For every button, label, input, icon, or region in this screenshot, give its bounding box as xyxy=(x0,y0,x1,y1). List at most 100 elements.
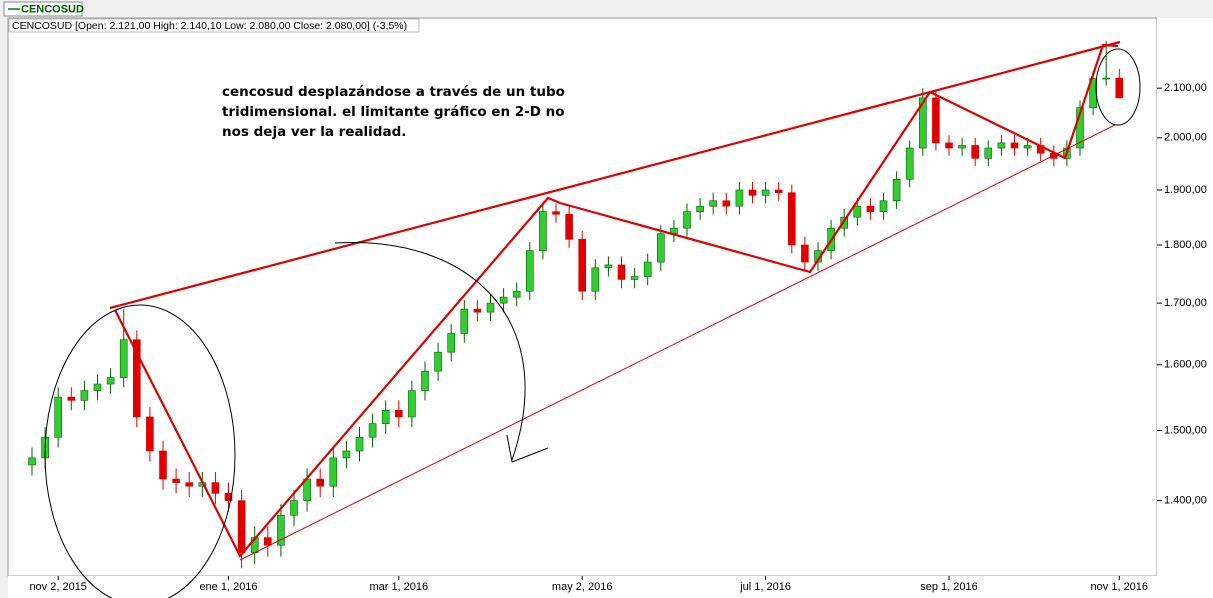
candle-body xyxy=(801,244,809,263)
candle-body xyxy=(381,409,390,424)
ellipse xyxy=(1095,48,1141,126)
candle-body xyxy=(761,189,770,196)
candle-body xyxy=(997,142,1006,149)
arc xyxy=(334,241,526,461)
candle-body xyxy=(237,500,246,554)
info-box xyxy=(8,18,420,33)
legend-box xyxy=(3,1,83,17)
candle-body xyxy=(735,189,744,207)
candle-body xyxy=(146,416,154,452)
candle-body xyxy=(28,457,36,466)
candle-body xyxy=(159,450,167,480)
info-text: CENCOSUD [Open: 2.121,00 High: 2.140,10 … xyxy=(12,20,407,32)
candle-body xyxy=(722,200,731,207)
candle-body xyxy=(316,478,325,487)
annotation-text: cencosud desplazándose a través de un tu… xyxy=(222,84,565,140)
candle-body xyxy=(879,200,888,212)
candle-body xyxy=(211,482,220,494)
x-tick-label: nov 1, 2016 xyxy=(1091,581,1149,593)
y-tick-label: 1.700,00 xyxy=(1164,297,1207,309)
x-tick-label: sep 1, 2016 xyxy=(920,581,978,593)
annotation-shapes xyxy=(44,48,1141,598)
candle-body xyxy=(945,142,953,149)
candle-body xyxy=(133,339,141,418)
y-tick-label: 2.000,00 xyxy=(1164,132,1207,144)
candle-body xyxy=(421,370,429,391)
y-tick-label: 1.400,00 xyxy=(1164,495,1207,507)
candle-body xyxy=(368,423,377,438)
candle-body xyxy=(578,239,587,292)
x-tick-label: ene 1, 2016 xyxy=(199,581,257,593)
candle-body xyxy=(539,211,547,251)
candle-body xyxy=(54,396,63,438)
candle-body xyxy=(709,200,718,207)
candle-body xyxy=(473,308,482,313)
candle-body xyxy=(892,179,901,202)
candle-body xyxy=(460,308,469,334)
y-tick-label: 1.800,00 xyxy=(1164,239,1207,251)
candle-body xyxy=(748,189,757,196)
y-tick-label: 2.100,00 xyxy=(1164,82,1207,94)
candle-body xyxy=(696,205,704,212)
x-tick-label: jul 1, 2016 xyxy=(739,581,791,593)
candle-body xyxy=(787,192,796,246)
candle-body xyxy=(342,450,351,459)
candle-body xyxy=(1076,107,1084,149)
candle-body xyxy=(434,351,442,372)
candle-body xyxy=(591,267,600,292)
candle-body xyxy=(905,147,914,180)
candle-body xyxy=(1023,145,1032,149)
candle-body xyxy=(512,290,521,298)
candle-body xyxy=(106,377,115,385)
candle-body xyxy=(958,145,966,149)
candle-body xyxy=(329,457,338,487)
candle-body xyxy=(552,211,560,215)
y-tick-label: 1.900,00 xyxy=(1164,184,1207,196)
candle-body xyxy=(1102,77,1110,80)
arrow-head xyxy=(511,447,549,463)
candle-body xyxy=(263,537,272,546)
x-tick-label: may 2, 2016 xyxy=(552,581,613,593)
candle-body xyxy=(499,296,508,304)
candle-body xyxy=(93,383,102,391)
axis-area xyxy=(1157,18,1213,576)
candle-body xyxy=(447,333,456,353)
candle-body xyxy=(172,478,180,483)
y-tick-label: 1.600,00 xyxy=(1164,359,1207,371)
candle-body xyxy=(932,97,940,144)
candle-body xyxy=(683,211,691,229)
candle-body xyxy=(486,302,495,313)
candle-body xyxy=(394,409,403,418)
x-tick-label: nov 2, 2015 xyxy=(29,581,87,593)
candle-body xyxy=(1115,77,1124,99)
x-tick-label: mar 1, 2016 xyxy=(369,581,428,593)
candle-body xyxy=(355,436,364,452)
candle-body xyxy=(971,145,980,159)
candle-body xyxy=(604,264,613,269)
axis-area xyxy=(8,576,1213,598)
candle-body xyxy=(918,97,927,149)
candle-body xyxy=(277,514,285,546)
candle-body xyxy=(1010,142,1019,149)
channel-upper xyxy=(109,40,1121,310)
candle-body xyxy=(185,482,193,487)
candle-body xyxy=(866,205,875,212)
candle-body xyxy=(290,500,298,516)
candle-body xyxy=(408,390,416,418)
candle-body xyxy=(224,493,233,501)
ellipse xyxy=(44,304,236,598)
zigzag xyxy=(114,43,1119,558)
candle-body xyxy=(80,390,89,401)
candle-body xyxy=(774,189,783,193)
y-tick-label: 1.500,00 xyxy=(1164,424,1207,436)
candle-body xyxy=(525,250,534,292)
legend-label: CENCOSUD xyxy=(21,3,84,15)
candle-body xyxy=(643,261,652,277)
arrow-head xyxy=(506,434,513,463)
candle-body xyxy=(630,276,639,280)
candle-body xyxy=(853,205,862,218)
candle-body xyxy=(565,214,573,240)
candle-body xyxy=(656,233,665,263)
